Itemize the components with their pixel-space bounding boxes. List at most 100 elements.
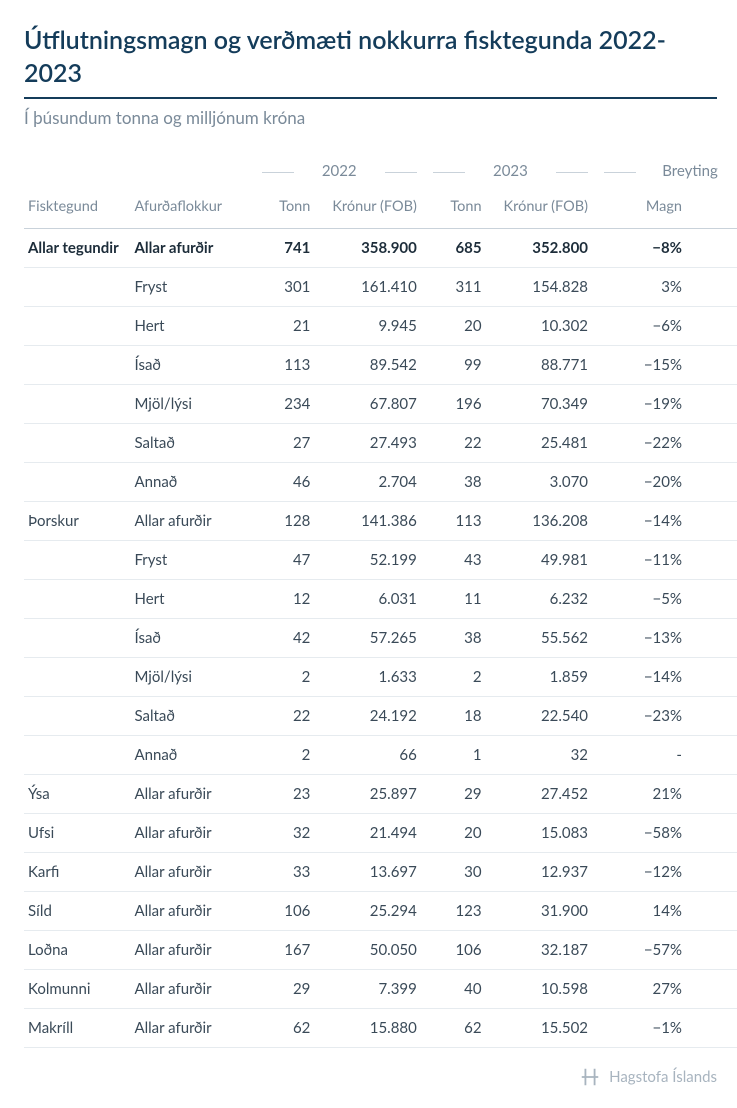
- cell-kr-2022: 27.493: [318, 424, 424, 463]
- cell-tonn-2022: 62: [254, 1009, 319, 1048]
- cell-species: [24, 463, 130, 502]
- cell-species: [24, 697, 130, 736]
- cell-kr-2022: 52.199: [318, 541, 424, 580]
- cell-kr-2022: 67.807: [318, 385, 424, 424]
- cell-kr-2023: 32: [490, 736, 596, 775]
- cell-verd: 21: [690, 892, 737, 931]
- cell-kr-2022: 2.704: [318, 463, 424, 502]
- cell-magn: −6%: [596, 307, 690, 346]
- cell-kr-2023: 88.771: [490, 346, 596, 385]
- cell-kr-2023: 31.900: [490, 892, 596, 931]
- table-row: ÞorskurAllar afurðir128141.386113136.208…: [24, 502, 737, 541]
- cell-category: Allar afurðir: [130, 814, 253, 853]
- cell-tonn-2023: 20: [425, 307, 490, 346]
- cell-verd: −7: [690, 697, 737, 736]
- cell-kr-2023: 136.208: [490, 502, 596, 541]
- cell-species: [24, 580, 130, 619]
- cell-category: Ísað: [130, 346, 253, 385]
- cell-tonn-2023: 123: [425, 892, 490, 931]
- cell-kr-2022: 358.900: [318, 229, 424, 268]
- table-row: Ísað4257.2653855.562−13%−3: [24, 619, 737, 658]
- table-row: Hert219.9452010.302−6%3: [24, 307, 737, 346]
- cell-category: Mjöl/lýsi: [130, 658, 253, 697]
- cell-magn: −23%: [596, 697, 690, 736]
- cell-category: Allar afurðir: [130, 1009, 253, 1048]
- cell-tonn-2023: 106: [425, 931, 490, 970]
- page-subtitle: Í þúsundum tonna og milljónum króna: [24, 107, 717, 128]
- cell-tonn-2023: 22: [425, 424, 490, 463]
- table-row: MakríllAllar afurðir6215.8806215.502−1%−…: [24, 1009, 737, 1048]
- table-row: Mjöl/lýsi23467.80719670.349−19%4: [24, 385, 737, 424]
- cell-tonn-2022: 2: [254, 736, 319, 775]
- table-row: LoðnaAllar afurðir16750.05010632.187−57%…: [24, 931, 737, 970]
- cell-tonn-2023: 62: [425, 1009, 490, 1048]
- cell-kr-2022: 141.386: [318, 502, 424, 541]
- cell-kr-2022: 50.050: [318, 931, 424, 970]
- cell-species: Ýsa: [24, 775, 130, 814]
- cell-tonn-2022: 23: [254, 775, 319, 814]
- cell-kr-2023: 15.083: [490, 814, 596, 853]
- cell-magn: −20%: [596, 463, 690, 502]
- table-row: KolmunniAllar afurðir297.3994010.59827%3…: [24, 970, 737, 1009]
- cell-species: Allar tegundir: [24, 229, 130, 268]
- cell-tonn-2022: 47: [254, 541, 319, 580]
- cell-kr-2023: 55.562: [490, 619, 596, 658]
- cell-kr-2022: 57.265: [318, 619, 424, 658]
- cell-verd: −2: [690, 229, 737, 268]
- cell-kr-2023: 10.598: [490, 970, 596, 1009]
- cell-species: [24, 736, 130, 775]
- cell-tonn-2023: 311: [425, 268, 490, 307]
- footer-attribution: Hagstofa Íslands: [24, 1066, 717, 1088]
- cell-tonn-2022: 301: [254, 268, 319, 307]
- cell-species: [24, 541, 130, 580]
- col-tonn-2022: Tonn: [254, 188, 319, 229]
- cell-tonn-2023: 1: [425, 736, 490, 775]
- cell-kr-2022: 6.031: [318, 580, 424, 619]
- cell-kr-2023: 12.937: [490, 853, 596, 892]
- cell-magn: 21%: [596, 775, 690, 814]
- cell-kr-2023: 10.302: [490, 307, 596, 346]
- cell-kr-2023: 3.070: [490, 463, 596, 502]
- cell-tonn-2022: 29: [254, 970, 319, 1009]
- cell-tonn-2022: 106: [254, 892, 319, 931]
- cell-verd: −1: [690, 346, 737, 385]
- cell-magn: −1%: [596, 1009, 690, 1048]
- cell-tonn-2022: 128: [254, 502, 319, 541]
- table-row: UfsiAllar afurðir3221.4942015.083−58%−43: [24, 814, 737, 853]
- cell-verd: −56: [690, 931, 737, 970]
- cell-kr-2023: 6.232: [490, 580, 596, 619]
- cell-kr-2023: 1.859: [490, 658, 596, 697]
- cell-category: Allar afurðir: [130, 892, 253, 931]
- cell-species: Makríll: [24, 1009, 130, 1048]
- cell-tonn-2022: 42: [254, 619, 319, 658]
- cell-magn: −13%: [596, 619, 690, 658]
- cell-magn: −57%: [596, 931, 690, 970]
- cell-category: Hert: [130, 580, 253, 619]
- table-row: ÝsaAllar afurðir2325.8972927.45221%6: [24, 775, 737, 814]
- cell-kr-2022: 15.880: [318, 1009, 424, 1048]
- footer-text: Hagstofa Íslands: [609, 1068, 717, 1086]
- cell-species: [24, 658, 130, 697]
- cell-magn: −19%: [596, 385, 690, 424]
- cell-tonn-2022: 33: [254, 853, 319, 892]
- cell-tonn-2023: 20: [425, 814, 490, 853]
- cell-category: Allar afurðir: [130, 229, 253, 268]
- cell-magn: −58%: [596, 814, 690, 853]
- table-row: Annað462.704383.070−20%12: [24, 463, 737, 502]
- cell-kr-2022: 24.192: [318, 697, 424, 736]
- cell-verd: 4: [690, 385, 737, 424]
- group-2022: 2022: [254, 156, 425, 188]
- cell-tonn-2023: 43: [425, 541, 490, 580]
- cell-kr-2023: 154.828: [490, 268, 596, 307]
- cell-tonn-2023: 29: [425, 775, 490, 814]
- cell-species: Síld: [24, 892, 130, 931]
- cell-tonn-2022: 234: [254, 385, 319, 424]
- cell-verd: −2: [690, 1009, 737, 1048]
- cell-category: Annað: [130, 463, 253, 502]
- cell-category: Fryst: [130, 541, 253, 580]
- cell-verd: −6: [690, 853, 737, 892]
- group-change: Breyting: [596, 156, 737, 188]
- cell-verd: −4: [690, 268, 737, 307]
- cell-species: Ufsi: [24, 814, 130, 853]
- table-column-header: Fisktegund Afurðaflokkur Tonn Krónur (FO…: [24, 188, 737, 229]
